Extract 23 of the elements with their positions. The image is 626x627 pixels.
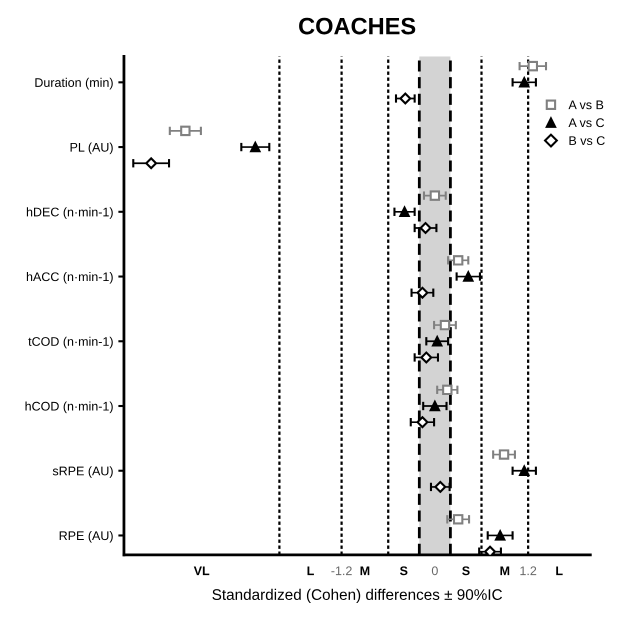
x-tick-label: L xyxy=(308,566,314,576)
x-tick-label: VL xyxy=(194,566,210,576)
y-tick-label: RPE (AU) xyxy=(60,530,113,543)
x-tick-label: S xyxy=(400,566,408,576)
x-tick-label: -1.2 xyxy=(331,566,352,576)
x-tick-label: 1.2 xyxy=(520,566,536,576)
x-tick-label: 0 xyxy=(432,566,438,576)
y-tick-label: hACC (n·min-1) xyxy=(26,272,113,284)
x-tick-label: M xyxy=(360,566,370,576)
y-tick-label: hCOD (n·min-1) xyxy=(26,401,113,414)
x-tick-label: S xyxy=(462,566,470,576)
x-axis-title: Standardized (Cohen) differences ± 90%IC xyxy=(212,588,502,604)
legend-label: B vs C xyxy=(569,136,605,146)
x-tick-label: M xyxy=(500,566,510,576)
chart-title: COACHES xyxy=(299,18,416,34)
y-tick-label: hDEC (n·min-1) xyxy=(26,207,113,219)
y-tick-label: PL (AU) xyxy=(70,142,113,154)
y-tick-label: sRPE (AU) xyxy=(52,466,113,478)
x-tick-label: L xyxy=(556,566,563,576)
y-tick-label: Duration (min) xyxy=(35,78,113,90)
legend-label: A vs B xyxy=(568,100,604,110)
legend-label: A vs C xyxy=(568,118,604,128)
y-tick-label: tCOD (n·min-1) xyxy=(28,336,113,348)
